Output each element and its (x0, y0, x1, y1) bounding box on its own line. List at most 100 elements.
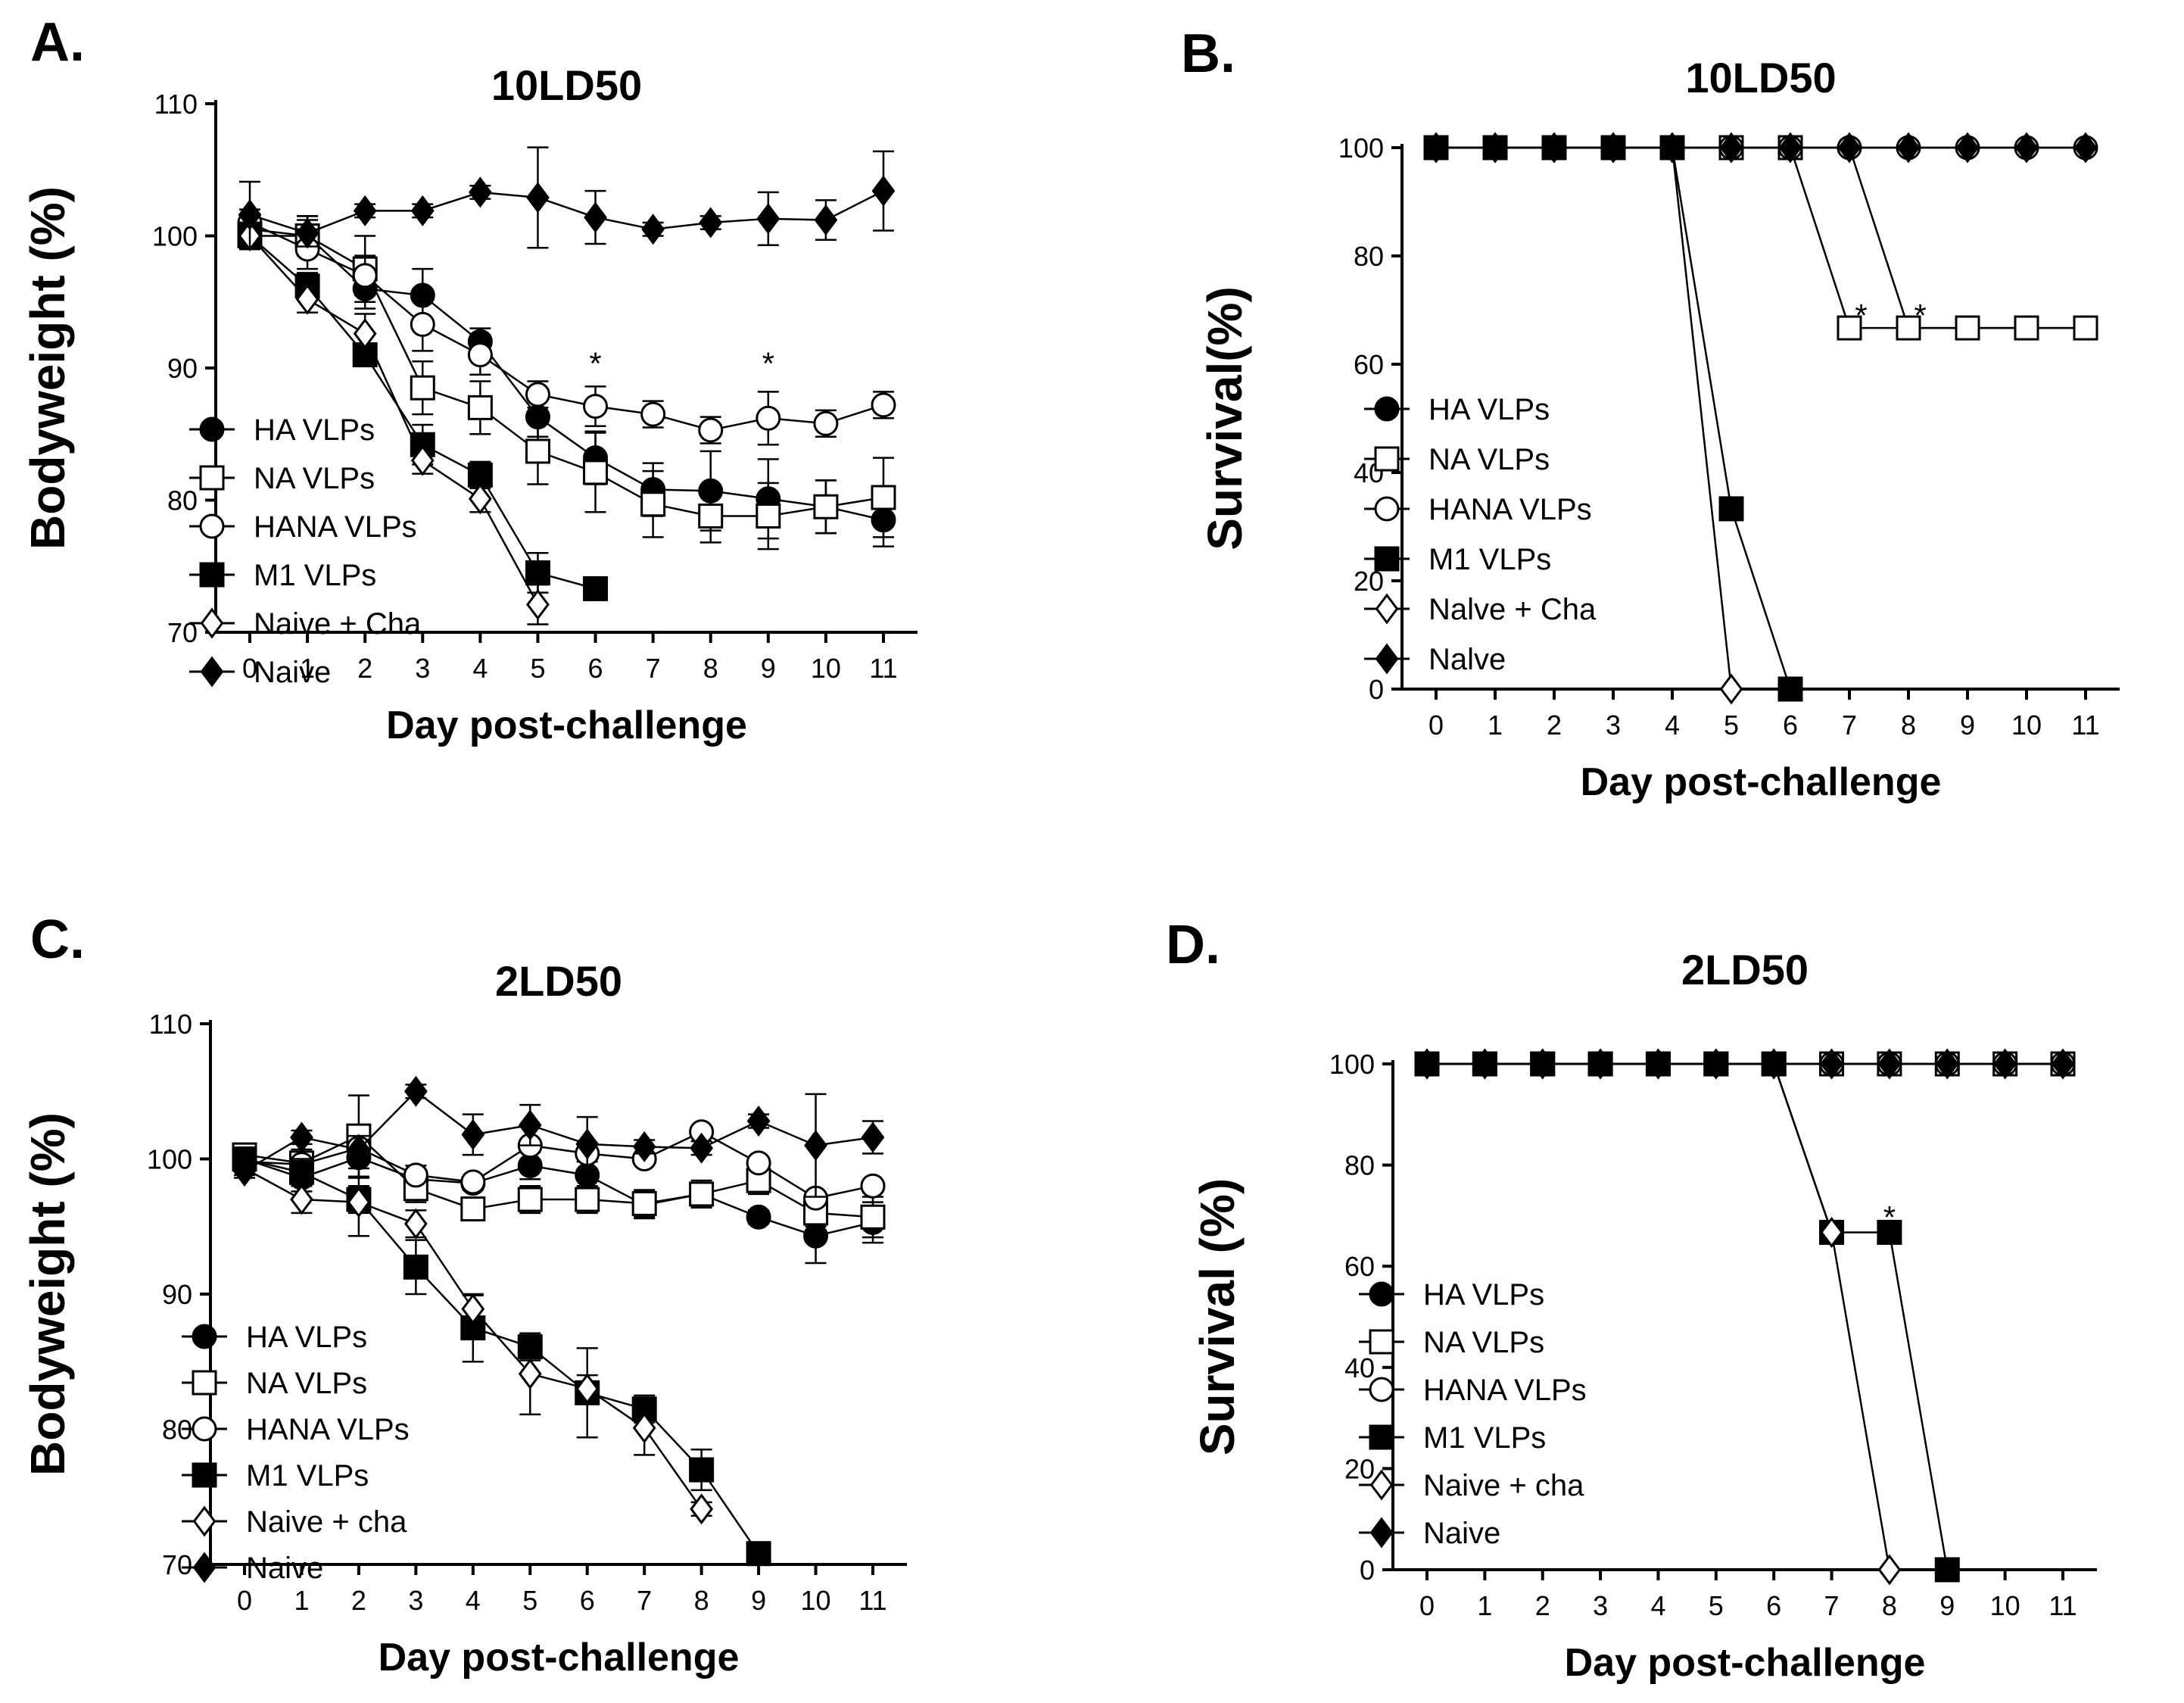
x-tick-label: 4 (1650, 1590, 1665, 1621)
legend-label: Nalve (1428, 643, 1506, 676)
y-tick-label: 100 (152, 221, 198, 252)
x-tick-label: 7 (646, 653, 661, 684)
x-axis-label: Day post-challenge (1565, 1641, 1926, 1685)
x-tick-label: 9 (1960, 710, 1975, 741)
data-point (1778, 132, 1802, 164)
legend-label: HANA VLPs (246, 1413, 410, 1446)
data-point (871, 175, 896, 207)
legend-label: HA VLPs (1428, 393, 1550, 426)
data-point (860, 1173, 886, 1199)
data-point (1531, 1048, 1555, 1080)
legend-label: M1 VLPs (254, 559, 376, 592)
series-line (244, 1158, 760, 1555)
x-tick-label: 5 (530, 653, 545, 684)
data-point (238, 199, 262, 231)
data-point (698, 503, 724, 529)
legend-marker (1374, 396, 1400, 422)
data-point (698, 417, 724, 443)
series-4 (1415, 1048, 1902, 1586)
chart-title: 10LD50 (491, 61, 642, 109)
data-point (2014, 132, 2039, 164)
x-tick-label: 11 (2048, 1590, 2077, 1621)
data-point (525, 438, 550, 464)
legend-marker (199, 513, 225, 539)
y-tick-label: 110 (154, 89, 198, 120)
x-tick-label: 9 (1939, 1590, 1955, 1621)
legend-label: NA VLPs (1423, 1326, 1544, 1359)
panel-letter: B. (1181, 23, 1235, 84)
legend-marker (199, 562, 225, 588)
legend-marker (1374, 446, 1400, 472)
data-point (584, 201, 607, 233)
legend-marker (200, 607, 224, 639)
x-tick-label: 4 (472, 653, 488, 684)
legend-marker (199, 465, 225, 491)
data-point (461, 1293, 485, 1325)
data-point (290, 1121, 313, 1153)
x-tick-label: 4 (466, 1585, 481, 1616)
legend-marker (1369, 1469, 1394, 1501)
data-point (468, 176, 492, 208)
data-point (461, 1118, 485, 1150)
data-point (460, 1169, 486, 1195)
y-axis-label: Survival (%) (1190, 1178, 1245, 1455)
legend-label: HA VLPs (246, 1321, 367, 1354)
data-point (871, 392, 896, 418)
data-point (1719, 673, 1743, 705)
data-point (1762, 1048, 1786, 1080)
legend: HA VLPs NA VLPs HANA VLPs M1 VLPs Naive + Ch… (189, 413, 422, 689)
data-point (2073, 315, 2098, 341)
data-point (1993, 1048, 2017, 1080)
data-point (813, 494, 839, 519)
data-point (746, 1204, 771, 1230)
y-tick-label: 0 (1360, 1555, 1375, 1586)
data-point (756, 203, 780, 235)
data-point (352, 263, 378, 289)
panel-letter: D. (1166, 915, 1220, 975)
data-point (2014, 315, 2039, 341)
data-point (1837, 315, 1862, 341)
data-point (1877, 1219, 1902, 1245)
x-tick-label: 0 (1419, 1590, 1435, 1621)
x-tick-label: 11 (858, 1585, 886, 1616)
data-point (467, 395, 493, 420)
x-tick-label: 10 (811, 653, 841, 684)
data-point (756, 503, 781, 529)
legend-label: HANA VLPs (1423, 1374, 1587, 1407)
data-point (288, 1159, 314, 1185)
x-axis-label: Day post-challenge (386, 703, 747, 747)
y-tick-label: 80 (1344, 1150, 1375, 1181)
legend-marker (192, 1370, 217, 1396)
x-tick-label: 2 (357, 653, 372, 684)
data-point (871, 485, 896, 510)
data-point (813, 410, 839, 436)
data-point (526, 588, 550, 620)
legend: HA VLPs NA VLPs HANA VLPs M1 VLPs Naive + ch… (1359, 1278, 1587, 1550)
data-point (1483, 132, 1507, 164)
x-tick-label: 8 (1882, 1590, 1897, 1621)
chart-title: 2LD50 (1681, 946, 1809, 993)
x-tick-label: 6 (1766, 1590, 1781, 1621)
data-point (575, 1187, 600, 1212)
y-axis-label: Bodyweight (%) (20, 1112, 75, 1476)
legend-marker (1369, 1281, 1394, 1307)
data-point (1601, 132, 1625, 164)
y-tick-label: 100 (147, 1144, 192, 1175)
data-point (410, 195, 435, 226)
series-1 (1423, 135, 2098, 341)
x-tick-label: 3 (415, 653, 430, 684)
data-point (640, 401, 666, 427)
data-point (1877, 1048, 1902, 1080)
data-point (1935, 1048, 1959, 1080)
legend-marker (1369, 1329, 1394, 1355)
data-point (410, 444, 435, 476)
y-tick-label: 100 (1338, 133, 1384, 164)
data-point (290, 1184, 313, 1215)
x-tick-label: 10 (1990, 1590, 2020, 1621)
x-tick-label: 11 (869, 653, 897, 684)
y-tick-label: 60 (1354, 349, 1384, 380)
x-tick-label: 2 (1547, 710, 1562, 741)
series-0 (1423, 135, 2098, 341)
